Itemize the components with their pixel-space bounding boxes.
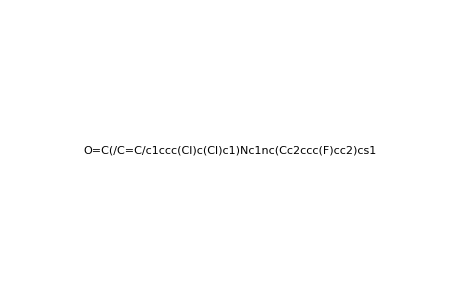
Text: O=C(/C=C/c1ccc(Cl)c(Cl)c1)Nc1nc(Cc2ccc(F)cc2)cs1: O=C(/C=C/c1ccc(Cl)c(Cl)c1)Nc1nc(Cc2ccc(F… (83, 145, 376, 155)
